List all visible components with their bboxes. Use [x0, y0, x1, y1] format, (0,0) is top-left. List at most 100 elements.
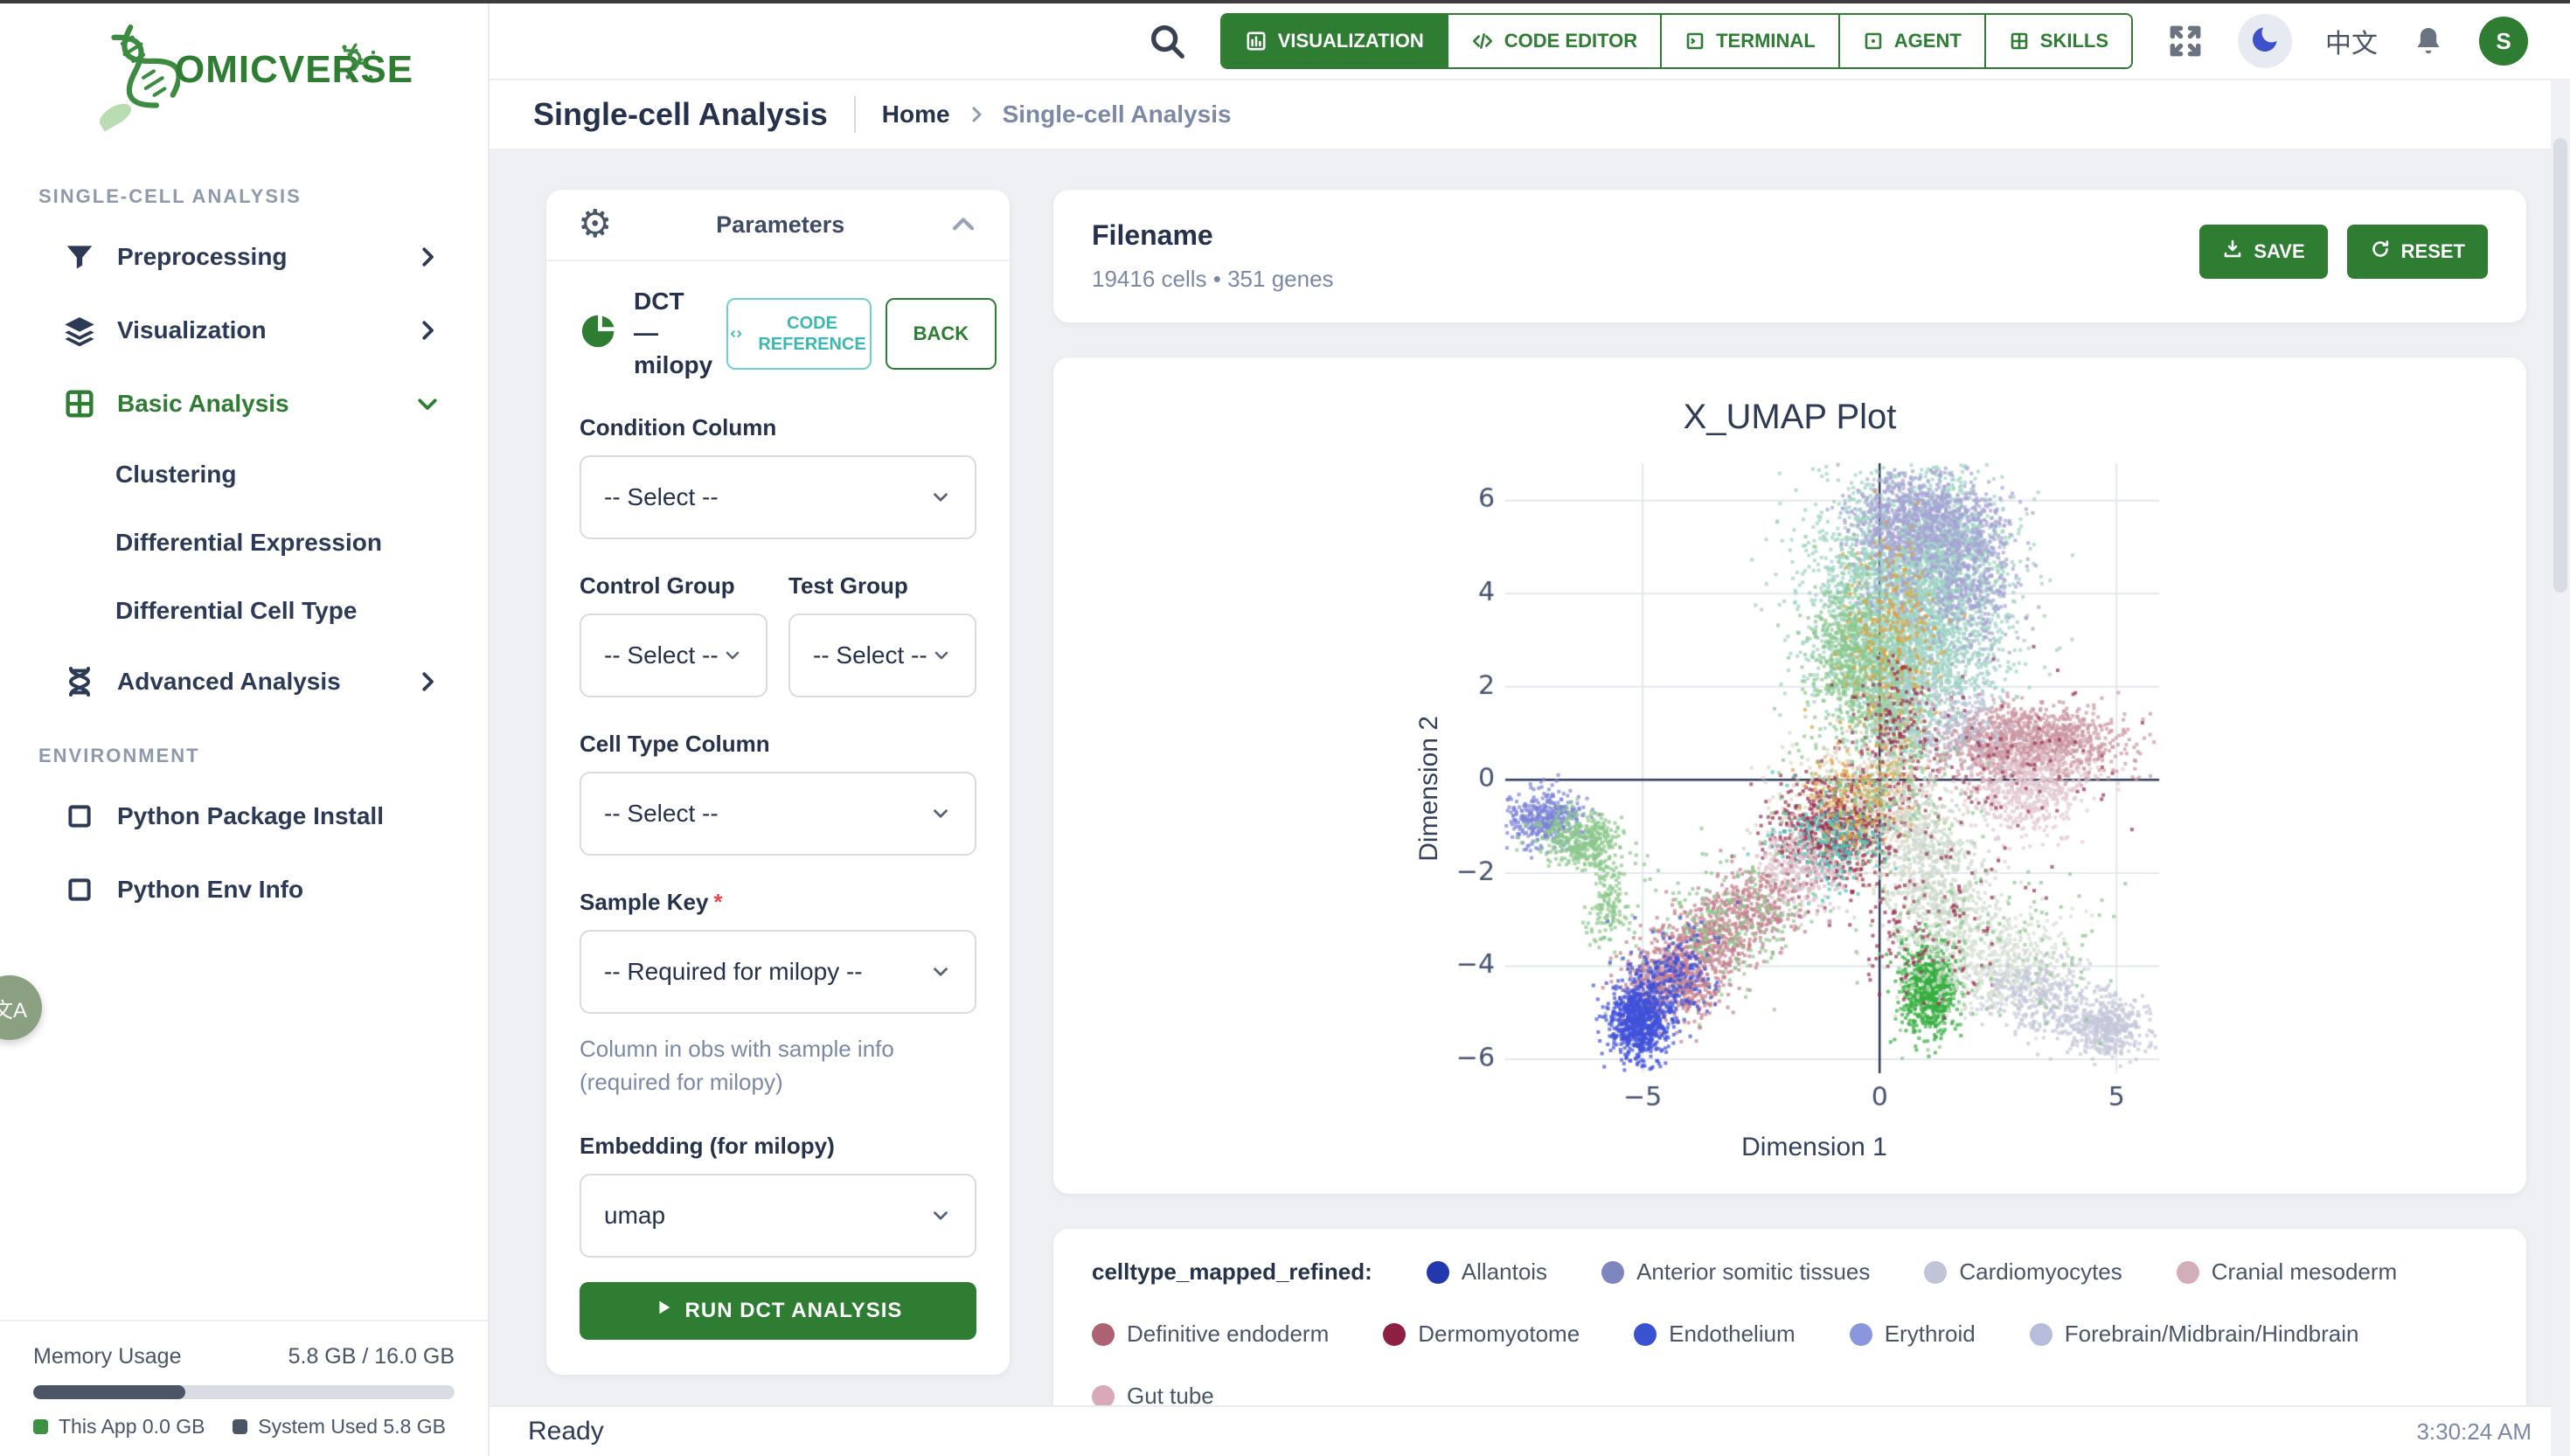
tab-skills[interactable]: SKILLS: [1985, 15, 2131, 67]
required-asterisk: *: [713, 889, 723, 916]
tab-visualization[interactable]: VISUALIZATION: [1221, 15, 1448, 67]
status-text: Ready: [528, 1417, 604, 1446]
sample-key-select[interactable]: -- Required for milopy --: [580, 930, 976, 1015]
chevron-down-icon: [931, 645, 952, 666]
layers-icon: [61, 313, 98, 348]
legend-dot: [1092, 1384, 1115, 1405]
section-label-single-cell: SINGLE-CELL ANALYSIS: [38, 185, 302, 207]
memory-bar-fill: [33, 1385, 185, 1399]
scrollbar-thumb[interactable]: [2553, 138, 2567, 593]
sidebar-subitem-differential-cell-type[interactable]: Differential Cell Type: [115, 597, 358, 624]
legend-dot: [1601, 1260, 1625, 1284]
control-group-select[interactable]: -- Select --: [580, 614, 768, 698]
chevron-down-icon: [929, 1204, 952, 1227]
tab-terminal[interactable]: TERMINAL: [1662, 15, 1840, 67]
sidebar-item-visualization[interactable]: Visualization: [0, 294, 488, 367]
memory-legend-system: System Used 5.8 GB: [233, 1415, 446, 1439]
celltype-legend: celltype_mapped_refined: Allantois Anter…: [1053, 1229, 2526, 1405]
clock: 3:30:24 AM: [2416, 1418, 2532, 1445]
legend-item-anterior-somitic-tissues[interactable]: Anterior somitic tissues: [1601, 1258, 1870, 1286]
chevron-right-icon: [414, 317, 441, 343]
chevron-down-icon: [929, 486, 952, 509]
legend-title: celltype_mapped_refined:: [1092, 1258, 1372, 1285]
test-group-select[interactable]: -- Select --: [788, 614, 976, 698]
legend-dot: [2176, 1260, 2199, 1284]
memory-usage-label: Memory Usage: [33, 1344, 182, 1369]
memory-bar: [33, 1385, 455, 1399]
search-icon[interactable]: [1147, 21, 1187, 61]
package-box-icon: [61, 801, 98, 831]
refresh-icon: [2370, 239, 2391, 265]
file-stats: 19416 cells • 351 genes: [1092, 266, 1334, 292]
translate-icon: 文A: [0, 998, 27, 1023]
legend-item-cranial-mesoderm[interactable]: Cranial mesoderm: [2176, 1258, 2397, 1286]
sidebar-item-basic-analysis[interactable]: Basic Analysis: [0, 367, 488, 440]
save-button[interactable]: SAVE: [2199, 225, 2328, 279]
section-label-environment: ENVIRONMENT: [38, 745, 200, 766]
tab-agent[interactable]: AGENT: [1839, 15, 1986, 67]
memory-legend-app: This App 0.0 GB: [33, 1415, 205, 1439]
sidebar-item-python-package-install[interactable]: Python Package Install: [0, 780, 488, 853]
sidebar-nav: SINGLE-CELL ANALYSIS Preprocessing Visua…: [0, 150, 488, 1320]
reset-button[interactable]: RESET: [2346, 225, 2488, 279]
dna-icon: [61, 664, 98, 699]
memory-usage-value: 5.8 GB / 16.0 GB: [288, 1344, 455, 1369]
legend-item-endothelium[interactable]: Endothelium: [1634, 1321, 1796, 1348]
breadcrumb-current: Single-cell Analysis: [1002, 101, 1232, 128]
legend-dot: [1849, 1322, 1872, 1346]
breadcrumb-home-link[interactable]: Home: [881, 101, 950, 128]
legend-dot: [1092, 1322, 1115, 1346]
condition-column-select[interactable]: -- Select --: [580, 455, 976, 540]
chevron-down-icon: [722, 645, 743, 666]
run-dct-analysis-button[interactable]: RUN DCT ANALYSIS: [580, 1281, 976, 1340]
chevron-right-icon: [414, 244, 441, 270]
logo[interactable]: OMICVERSE: [0, 3, 488, 150]
gear-icon: ⚙: [578, 203, 613, 246]
chevron-right-icon: [966, 104, 987, 125]
sidebar-subitem-clustering[interactable]: Clustering: [115, 461, 237, 488]
sample-key-help-text: Column in obs with sample info (required…: [580, 1036, 894, 1095]
cell-type-column-label: Cell Type Column: [580, 731, 770, 758]
bell-icon[interactable]: [2411, 24, 2446, 59]
dark-mode-toggle[interactable]: [2238, 14, 2292, 68]
legend-item-dermomyotome[interactable]: Dermomyotome: [1383, 1321, 1580, 1348]
chevron-down-icon: [929, 960, 952, 983]
umap-plot-card: X_UMAP Plot Dimension 2 Dimension 1: [1053, 357, 2526, 1194]
sidebar-item-python-env-info[interactable]: Python Env Info: [0, 853, 488, 926]
tab-code-editor[interactable]: CODE EDITOR: [1448, 15, 1663, 67]
file-info-card: Filename 19416 cells • 351 genes SAVE: [1053, 190, 2526, 322]
mode-tabs: VISUALIZATION CODE EDITOR TERMINAL AGENT…: [1219, 13, 2133, 69]
sidebar-item-advanced-analysis[interactable]: Advanced Analysis: [0, 645, 488, 718]
legend-item-definitive-endoderm[interactable]: Definitive endoderm: [1092, 1321, 1329, 1348]
table-grid-icon: [61, 386, 98, 421]
moon-icon: [2249, 24, 2281, 59]
language-toggle[interactable]: 中文: [2325, 30, 2378, 59]
collapse-parameters-chevron-up-icon[interactable]: [948, 210, 978, 239]
embedding-select[interactable]: umap: [580, 1173, 976, 1258]
legend-item-gut-tube[interactable]: Gut tube: [1092, 1383, 1214, 1405]
download-icon: [2222, 239, 2243, 265]
legend-item-erythroid[interactable]: Erythroid: [1849, 1321, 1976, 1348]
legend-dot: [1426, 1260, 1449, 1284]
chevron-right-icon: [414, 669, 441, 695]
umap-canvas[interactable]: [1448, 453, 2166, 1124]
app-memory-dot: [33, 1419, 48, 1434]
chevron-down-icon: [414, 391, 441, 417]
cell-type-column-select[interactable]: -- Select --: [580, 772, 976, 856]
back-button[interactable]: BACK: [885, 297, 997, 370]
sample-key-label: Sample Key *: [580, 889, 723, 916]
condition-column-label: Condition Column: [580, 414, 777, 441]
legend-item-forebrain-midbrain-hindbrain[interactable]: Forebrain/Midbrain/Hindbrain: [2029, 1321, 2358, 1348]
page-scrollbar: [2551, 80, 2570, 1456]
legend-item-cardiomyocytes[interactable]: Cardiomyocytes: [1924, 1258, 2122, 1286]
user-avatar[interactable]: S: [2479, 17, 2528, 66]
expand-fullscreen-icon[interactable]: [2166, 22, 2205, 60]
plot-title: X_UMAP Plot: [1683, 398, 1897, 436]
method-name: DCT — milopy: [634, 288, 713, 378]
dna-helix-icon: [105, 19, 182, 114]
sidebar-item-preprocessing[interactable]: Preprocessing: [0, 220, 488, 294]
sidebar-subitem-differential-expression[interactable]: Differential Expression: [115, 529, 382, 556]
test-group-label: Test Group: [788, 572, 908, 600]
code-reference-button[interactable]: CODE REFERENCE: [726, 297, 872, 370]
legend-item-allantois[interactable]: Allantois: [1426, 1258, 1547, 1286]
